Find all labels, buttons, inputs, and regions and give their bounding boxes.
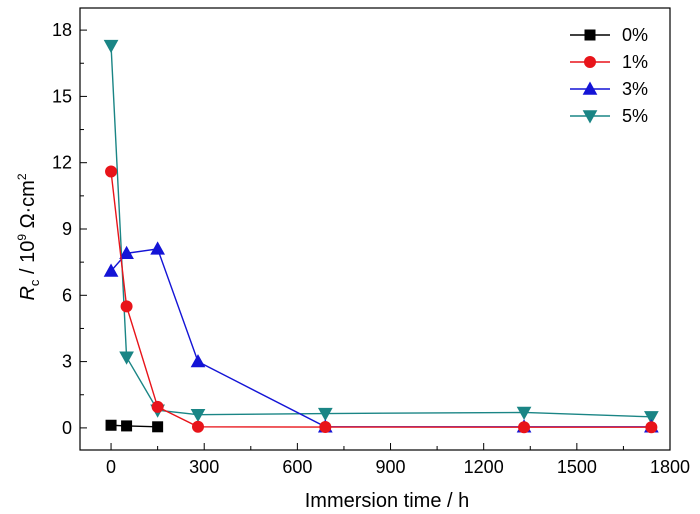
y-tick-label: 3 xyxy=(62,352,72,372)
data-point xyxy=(105,419,117,431)
y-axis-title-unit-exponent: 2 xyxy=(15,173,29,180)
x-tick-label: 600 xyxy=(282,457,312,477)
y-axis-title-symbol: R xyxy=(17,286,39,300)
data-point xyxy=(516,406,532,420)
legend-marker xyxy=(582,110,598,124)
x-tick-label: 1500 xyxy=(557,457,597,477)
data-point xyxy=(105,165,118,178)
series-5pct xyxy=(103,39,659,425)
y-tick-label: 0 xyxy=(62,418,72,438)
legend-item: 1% xyxy=(570,52,648,72)
legend: 0% 1% 3% 5% xyxy=(570,25,648,126)
x-tick-label: 900 xyxy=(376,457,406,477)
y-axis-title-subscript: c xyxy=(27,279,42,286)
y-tick-label: 9 xyxy=(62,219,72,239)
y-tick-label: 15 xyxy=(52,86,72,106)
y-tick-label: 12 xyxy=(52,153,72,173)
legend-label: 1% xyxy=(622,52,648,72)
data-point xyxy=(151,400,164,413)
plot-frame xyxy=(79,7,671,451)
data-point xyxy=(317,407,333,422)
y-axis-title-exponent: 9 xyxy=(15,234,29,241)
data-point xyxy=(192,420,204,433)
data-point xyxy=(103,39,119,54)
x-tick-label: 0 xyxy=(106,457,116,477)
data-point xyxy=(518,421,531,434)
data-point xyxy=(190,408,206,423)
data-point xyxy=(190,354,206,368)
legend-marker xyxy=(584,29,596,41)
axes: 0 300 600 900 1200 1500 1800 0 3 6 9 12 15 18 xyxy=(52,7,690,477)
data-point xyxy=(121,420,133,432)
series-0pct xyxy=(105,419,164,433)
y-axis-title-mid: / 10 xyxy=(17,241,39,280)
data-point xyxy=(119,245,134,260)
legend-label: 3% xyxy=(622,79,648,99)
series-line xyxy=(111,424,158,428)
series-1pct xyxy=(105,165,658,434)
y-axis-title: Rc / 109 Ω·cm2 xyxy=(15,173,42,300)
data-point xyxy=(119,351,134,365)
x-tick-label: 1800 xyxy=(650,457,690,477)
x-axis-title: Immersion time / h xyxy=(305,490,469,512)
x-tick-label: 300 xyxy=(189,457,219,477)
data-point xyxy=(150,241,165,255)
data-point xyxy=(644,411,659,425)
series-3pct xyxy=(103,241,659,433)
x-tick-label: 1200 xyxy=(464,457,504,477)
data-point xyxy=(645,421,658,434)
y-tick-label: 6 xyxy=(62,285,72,305)
y-axis-title-unit: Ω·cm xyxy=(17,180,39,234)
legend-item: 5% xyxy=(570,106,648,126)
data-point xyxy=(103,263,119,277)
legend-item: 3% xyxy=(570,79,648,99)
series-line xyxy=(110,45,652,418)
data-point xyxy=(319,421,332,434)
data-point xyxy=(120,300,133,313)
legend-marker xyxy=(584,56,596,68)
series-line xyxy=(110,248,652,428)
legend-label: 5% xyxy=(622,106,648,126)
legend-label: 0% xyxy=(622,25,648,45)
legend-marker xyxy=(582,81,598,95)
legend-item: 0% xyxy=(570,25,648,45)
series-line xyxy=(110,171,652,428)
y-tick-label: 18 xyxy=(52,20,72,40)
series-layer xyxy=(103,39,659,434)
data-point xyxy=(152,421,164,433)
